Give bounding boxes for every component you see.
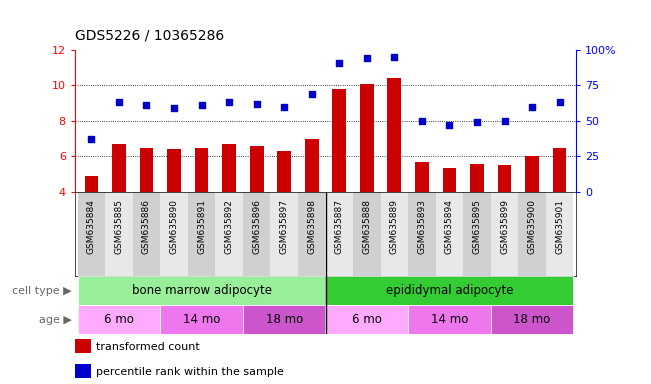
Bar: [277, 151, 291, 192]
Text: GSM635893: GSM635893: [417, 199, 426, 254]
Bar: [525, 157, 539, 192]
Bar: [105, 192, 133, 276]
Text: 6 mo: 6 mo: [104, 313, 134, 326]
Text: transformed count: transformed count: [96, 341, 200, 352]
Bar: [222, 144, 236, 192]
Bar: [305, 139, 318, 192]
Bar: [298, 192, 326, 276]
Text: GDS5226 / 10365286: GDS5226 / 10365286: [75, 28, 224, 42]
Bar: [243, 305, 326, 334]
Bar: [381, 192, 408, 276]
Text: GSM635889: GSM635889: [390, 199, 399, 254]
Point: [224, 99, 234, 106]
Bar: [270, 192, 298, 276]
Point: [361, 55, 372, 61]
Point: [279, 104, 290, 110]
Bar: [333, 89, 346, 192]
Bar: [187, 192, 215, 276]
Text: GSM635898: GSM635898: [307, 199, 316, 254]
Text: GSM635885: GSM635885: [115, 199, 124, 254]
Bar: [215, 192, 243, 276]
Bar: [408, 192, 436, 276]
Bar: [491, 192, 518, 276]
Bar: [464, 192, 491, 276]
Bar: [250, 146, 264, 192]
Bar: [75, 364, 91, 378]
Bar: [387, 78, 401, 192]
Bar: [408, 305, 491, 334]
Point: [417, 118, 427, 124]
Bar: [353, 192, 381, 276]
Point: [86, 136, 96, 142]
Bar: [75, 339, 91, 353]
Text: GSM635886: GSM635886: [142, 199, 151, 254]
Point: [499, 118, 510, 124]
Text: GSM635900: GSM635900: [527, 199, 536, 254]
Text: 14 mo: 14 mo: [183, 313, 220, 326]
Text: 14 mo: 14 mo: [431, 313, 468, 326]
Point: [472, 119, 482, 126]
Bar: [546, 192, 574, 276]
Point: [114, 99, 124, 106]
Bar: [77, 305, 160, 334]
Point: [169, 105, 179, 111]
Text: GSM635901: GSM635901: [555, 199, 564, 254]
Point: [197, 102, 207, 108]
Point: [251, 101, 262, 107]
Text: GSM635895: GSM635895: [473, 199, 482, 254]
Bar: [470, 164, 484, 192]
Text: epididymal adipocyte: epididymal adipocyte: [385, 285, 513, 297]
Point: [555, 99, 565, 106]
Text: GSM635899: GSM635899: [500, 199, 509, 254]
Text: GSM635896: GSM635896: [252, 199, 261, 254]
Bar: [436, 192, 464, 276]
Bar: [160, 305, 243, 334]
Bar: [139, 147, 154, 192]
Text: cell type ▶: cell type ▶: [12, 286, 72, 296]
Text: percentile rank within the sample: percentile rank within the sample: [96, 366, 284, 377]
Bar: [491, 305, 574, 334]
Text: GSM635894: GSM635894: [445, 199, 454, 254]
Text: GSM635888: GSM635888: [363, 199, 371, 254]
Point: [141, 102, 152, 108]
Bar: [112, 144, 126, 192]
Point: [307, 91, 317, 97]
Bar: [553, 147, 566, 192]
Point: [334, 60, 344, 66]
Bar: [497, 166, 512, 192]
Bar: [195, 147, 208, 192]
Bar: [326, 192, 353, 276]
Bar: [243, 192, 270, 276]
Bar: [360, 84, 374, 192]
Bar: [160, 192, 187, 276]
Text: GSM635884: GSM635884: [87, 199, 96, 254]
Text: GSM635890: GSM635890: [169, 199, 178, 254]
Text: GSM635897: GSM635897: [280, 199, 288, 254]
Point: [444, 122, 454, 128]
Text: GSM635887: GSM635887: [335, 199, 344, 254]
Text: 18 mo: 18 mo: [266, 313, 303, 326]
Point: [389, 54, 400, 60]
Bar: [443, 168, 456, 192]
Point: [527, 104, 537, 110]
Bar: [77, 276, 326, 305]
Text: 6 mo: 6 mo: [352, 313, 381, 326]
Bar: [326, 305, 408, 334]
Text: age ▶: age ▶: [39, 314, 72, 325]
Bar: [85, 176, 98, 192]
Text: bone marrow adipocyte: bone marrow adipocyte: [132, 285, 271, 297]
Bar: [77, 192, 105, 276]
Bar: [518, 192, 546, 276]
Text: GSM635892: GSM635892: [225, 199, 234, 254]
Bar: [326, 276, 574, 305]
Bar: [167, 149, 181, 192]
Text: 18 mo: 18 mo: [514, 313, 551, 326]
Bar: [133, 192, 160, 276]
Bar: [415, 162, 429, 192]
Text: GSM635891: GSM635891: [197, 199, 206, 254]
